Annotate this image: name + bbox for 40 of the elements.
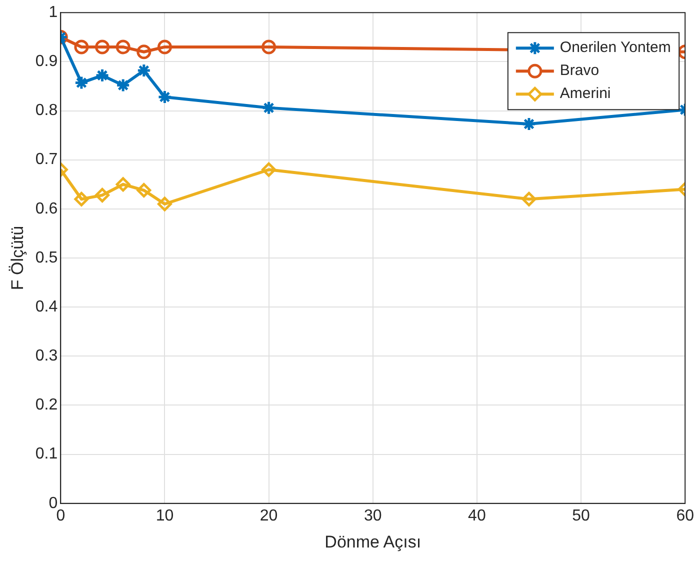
x-tick-label: 20 [260,507,278,524]
y-tick-label: 0 [48,494,58,512]
point [74,76,89,90]
point [136,183,152,198]
point [262,40,276,54]
y-tick-label: 0.9 [35,53,58,70]
y-tick-label: 1 [48,4,58,22]
point [157,196,172,212]
x-tick-label: 60 [676,507,694,524]
x-tick-label: 40 [468,507,486,524]
point [116,78,130,92]
point [116,40,130,54]
y-tick-label: 0.3 [35,348,58,365]
point [136,63,152,78]
point [74,192,89,206]
legend-label: Bravo [560,62,600,80]
point [116,177,130,192]
point [157,40,172,54]
x-tick-label: 10 [156,507,174,524]
point [136,44,152,60]
y-tick-label: 0.4 [35,298,58,316]
legend-label: Onerilen Yontem [560,39,671,56]
point [95,68,110,83]
point [95,40,110,54]
y-tick-label: 0.2 [35,396,58,414]
y-tick-label: 0.7 [35,151,58,168]
point [157,90,172,104]
y-tick-label: 0.5 [35,249,58,266]
y-axis-title: F Ölçütü [8,226,27,290]
point [262,162,276,177]
point [95,188,110,202]
point [74,40,89,54]
x-tick-label: 50 [572,507,590,524]
x-tick-label: 30 [364,507,382,524]
y-tick-label: 0.1 [35,446,58,463]
point [262,100,276,116]
legend-label: Amerini [560,85,611,102]
y-tick-label: 0.6 [35,200,58,218]
y-tick-label: 0.8 [35,102,58,120]
x-axis-title: Dönme Açısı [324,532,422,552]
